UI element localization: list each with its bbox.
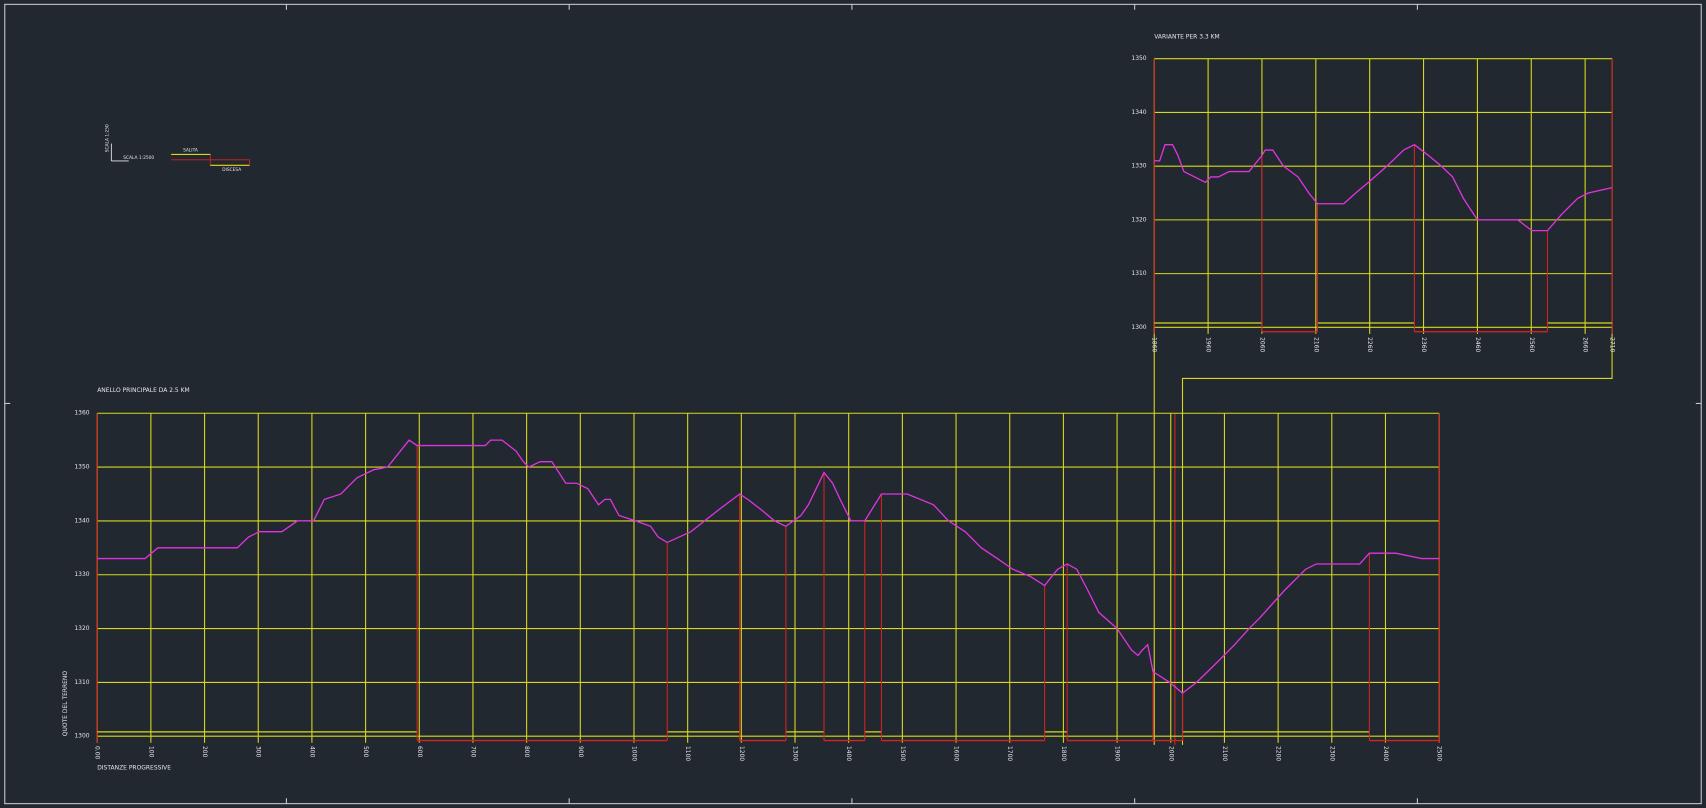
x-tick-label: 1000 [630, 746, 637, 761]
x-tick-label: 2260 [1366, 337, 1373, 352]
y-tick-label: 1320 [1131, 216, 1146, 223]
x-tick-label: 1700 [1006, 746, 1013, 761]
x-tick-label: 1860 [1151, 337, 1158, 352]
x-tick-label: 2710 [1609, 337, 1616, 352]
legend-scale-horizontal: SCALA 1:2500 [123, 155, 154, 161]
y-tick-label: 1360 [74, 410, 89, 417]
x-tick-label: 2160 [1312, 337, 1319, 352]
x-tick-label: 100 [147, 746, 154, 758]
legend-up: SALITA [183, 148, 198, 154]
x-tick-label: 1900 [1114, 746, 1121, 761]
y-tick-label: 1300 [74, 733, 89, 740]
x-tick-label: 2300 [1328, 746, 1335, 761]
y-tick-label: 1330 [1131, 163, 1146, 170]
y-tick-label: 1350 [1131, 55, 1146, 62]
x-tick-label: 1100 [684, 746, 691, 761]
y-tick-label: 1340 [74, 517, 89, 524]
x-tick-label: 2660 [1582, 337, 1589, 352]
y-tick-label: 1300 [1131, 324, 1146, 331]
legend: SCALA 1:250 SCALA 1:2500 SALITA DISCESA [104, 124, 250, 173]
x-tick-label: 200 [201, 746, 208, 758]
y-tick-label: 1320 [74, 625, 89, 632]
frame-ticks [4, 4, 1702, 804]
y-axis-label: QUOTE DEL TERRENO [62, 671, 69, 737]
x-tick-label: 2100 [1221, 746, 1228, 761]
profile-line [97, 439, 1440, 694]
x-tick-label: 2000 [1167, 746, 1174, 761]
profile-line [1154, 143, 1613, 232]
x-tick-label: 0.00 [94, 746, 101, 759]
variant-connector [1153, 327, 1613, 745]
x-tick-label: 2360 [1420, 337, 1427, 352]
x-tick-label: 1500 [899, 746, 906, 761]
y-tick-label: 1330 [74, 571, 89, 578]
x-tick-label: 1200 [738, 746, 745, 761]
x-tick-label: 2560 [1528, 337, 1535, 352]
y-tick-label: 1350 [74, 464, 89, 471]
x-tick-label: 400 [308, 746, 315, 758]
x-tick-label: 2060 [1258, 337, 1265, 352]
legend-down: DISCESA [222, 167, 241, 173]
legend-scale-vertical: SCALA 1:250 [104, 124, 110, 152]
x-tick-label: 2460 [1474, 337, 1481, 352]
x-tick-label: 600 [416, 746, 423, 758]
x-axis-label: DISTANZE PROGRESSIVE [97, 764, 171, 771]
x-tick-label: 1600 [953, 746, 960, 761]
x-tick-label: 1400 [845, 746, 852, 761]
x-tick-label: 500 [362, 746, 369, 758]
y-tick-label: 1310 [1131, 270, 1146, 277]
x-tick-label: 300 [255, 746, 262, 758]
x-tick-label: 1800 [1060, 746, 1067, 761]
x-tick-label: 2500 [1436, 746, 1443, 761]
x-tick-label: 800 [523, 746, 530, 758]
chart-title: VARIANTE PER 3.3 KM [1154, 33, 1219, 40]
x-tick-label: 2200 [1275, 746, 1282, 761]
x-tick-label: 700 [469, 746, 476, 758]
x-tick-label: 1960 [1205, 337, 1212, 352]
chart-title: ANELLO PRINCIPALE DA 2.5 KM [97, 387, 189, 394]
y-tick-label: 1340 [1131, 109, 1146, 116]
y-tick-label: 1310 [74, 679, 89, 686]
x-tick-label: 900 [577, 746, 584, 758]
x-tick-label: 1300 [792, 746, 799, 761]
x-tick-label: 2400 [1382, 746, 1389, 761]
